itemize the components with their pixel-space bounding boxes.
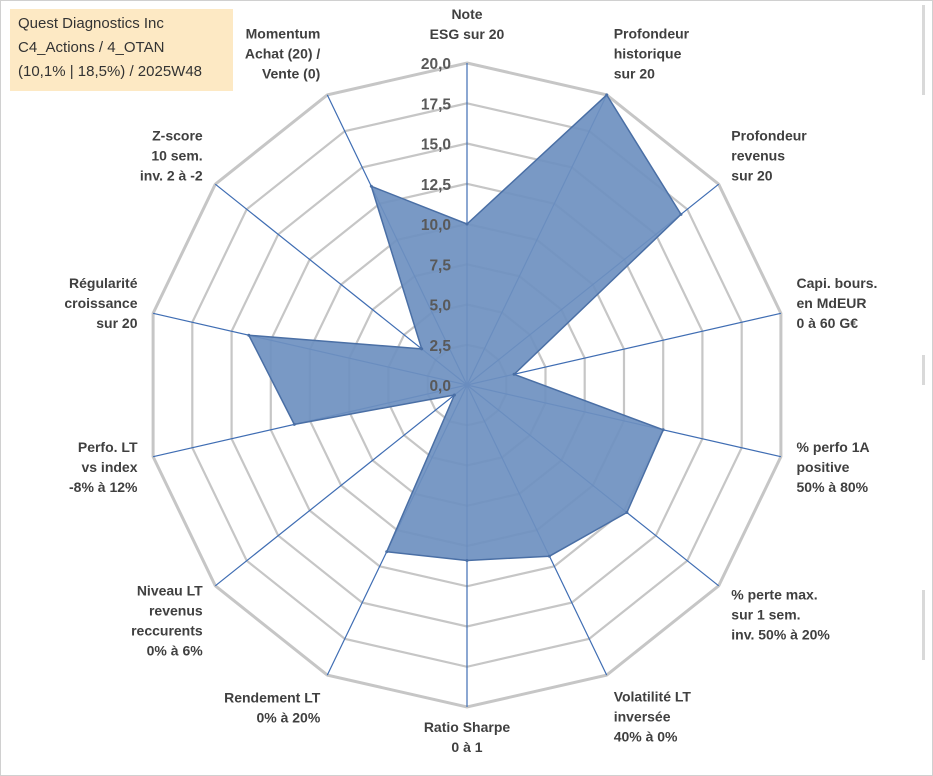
data-point-ratio-sharpe — [465, 559, 469, 562]
axis-label-rendement-lt: Rendement LT 0% à 20% — [224, 690, 321, 726]
data-point-rendement-lt — [385, 550, 389, 554]
axis-label-capi-bours: Capi. bours. en MdEUR 0 à 60 G€ — [797, 275, 878, 331]
data-point-perte-max — [625, 511, 629, 514]
axis-label-line: ESG sur 20 — [430, 26, 505, 42]
axis-label-line: 0 à 1 — [451, 739, 482, 755]
axis-label-line: reccurents — [131, 623, 203, 639]
info-company: Quest Diagnostics Inc — [18, 15, 164, 32]
axis-label-line: % perte max. — [731, 586, 817, 602]
axis-label-line: sur 1 sem. — [731, 606, 800, 622]
axis-label-profondeur-historique: Profondeur historique sur 20 — [614, 25, 690, 81]
scroll-edge-bottom — [922, 590, 925, 660]
axis-label-line: revenus — [731, 148, 785, 164]
data-point-z-score — [420, 347, 424, 351]
axis-label-line: Vente (0) — [262, 65, 320, 81]
scroll-edge-mid — [922, 355, 925, 385]
scroll-edge-top — [922, 5, 925, 95]
spoke-niveau-lt-revenus — [214, 384, 468, 587]
axis-label-volatilite-lt: Volatilité LT inversée 40% à 0% — [614, 689, 692, 745]
data-point-capi-bours — [512, 372, 516, 376]
tick-label-1: 2,5 — [429, 338, 451, 355]
series-layer — [247, 93, 683, 562]
data-point-momentum — [369, 184, 373, 188]
axis-label-line: 50% à 80% — [797, 479, 869, 495]
data-point-volatilite-lt — [547, 554, 551, 558]
axis-label-line: croissance — [64, 295, 137, 311]
axis-label-line: positive — [797, 459, 850, 475]
axis-label-line: historique — [614, 45, 682, 61]
axis-label-line: Perfo. LT — [78, 439, 138, 455]
data-point-perfo-lt-vs-index — [292, 422, 296, 426]
tick-label-0: 0,0 — [429, 378, 451, 395]
axis-label-line: Achat (20) / — [245, 45, 321, 61]
axis-label-line: Rendement LT — [224, 690, 321, 706]
axis-label-regularite-croissance: Régularité croissance sur 20 — [64, 275, 137, 331]
axis-label-line: inversée — [614, 709, 671, 725]
tick-label-8: 20,0 — [421, 56, 451, 73]
axis-label-line: inv. 50% à 20% — [731, 626, 830, 642]
axis-label-line: 10 sem. — [151, 148, 202, 164]
axis-label-line: vs index — [81, 459, 137, 475]
axis-label-ratio-sharpe: Ratio Sharpe 0 à 1 — [424, 719, 511, 755]
data-point-note-esg — [465, 222, 469, 226]
axis-label-line: Profondeur — [614, 25, 690, 41]
data-point-profondeur-historique — [605, 93, 609, 97]
data-point-niveau-lt-revenus — [452, 393, 456, 397]
axis-label-line: Niveau LT — [137, 583, 203, 599]
axis-label-line: Profondeur — [731, 128, 807, 144]
info-box: Quest Diagnostics Inc C4_Actions / 4_OTA… — [10, 9, 233, 91]
axis-label-line: % perfo 1A — [797, 439, 870, 455]
tick-label-2: 5,0 — [429, 298, 451, 315]
axis-label-momentum: Momentum Achat (20) / Vente (0) — [245, 25, 321, 81]
axis-label-profondeur-revenus: Profondeur revenus sur 20 — [731, 128, 807, 184]
axis-label-line: en MdEUR — [797, 295, 867, 311]
axis-label-z-score: Z-score 10 sem. inv. 2 à -2 — [140, 128, 203, 184]
axis-label-perfo-1a-positive: % perfo 1A positive 50% à 80% — [797, 439, 870, 495]
data-point-perfo-1a-positive — [661, 428, 665, 432]
data-point-regularite-croissance — [247, 333, 251, 337]
tick-label-layer: 0,0 2,5 5,0 7,5 10,0 12,5 15,0 17,5 20,0 — [421, 56, 452, 395]
tick-label-4: 10,0 — [421, 217, 451, 234]
axis-label-line: 0 à 60 G€ — [797, 315, 859, 331]
axis-label-line: 40% à 0% — [614, 729, 678, 745]
axis-label-line: revenus — [149, 603, 203, 619]
axis-label-line: Capi. bours. — [797, 275, 878, 291]
info-category: C4_Actions / 4_OTAN — [18, 39, 165, 56]
axis-label-line: Momentum — [246, 25, 321, 41]
axis-label-line: Ratio Sharpe — [424, 719, 511, 735]
axis-label-perfo-lt-vs-index: Perfo. LT vs index -8% à 12% — [69, 439, 138, 495]
axis-label-line: sur 20 — [614, 65, 655, 81]
axis-label-line: -8% à 12% — [69, 479, 138, 495]
axis-label-line: inv. 2 à -2 — [140, 168, 203, 184]
axis-label-line: Volatilité LT — [614, 689, 692, 705]
tick-label-7: 17,5 — [421, 96, 452, 113]
axis-label-line: 0% à 6% — [147, 643, 204, 659]
tick-label-6: 15,0 — [421, 137, 451, 154]
spoke-capi-bours — [466, 312, 782, 386]
tick-label-3: 7,5 — [429, 257, 451, 274]
axis-label-line: sur 20 — [731, 168, 772, 184]
axis-label-line: 0% à 20% — [256, 710, 320, 726]
axis-label-line: Z-score — [152, 128, 203, 144]
series-area — [247, 93, 682, 562]
axis-label-note-esg: Note ESG sur 20 — [430, 6, 505, 42]
axis-label-niveau-lt-revenus: Niveau LT revenus reccurents 0% à 6% — [131, 583, 203, 659]
axis-label-line: Note — [451, 6, 482, 22]
info-period: (10,1% | 18,5%) / 2025W48 — [18, 63, 202, 80]
axis-label-line: Régularité — [69, 275, 138, 291]
axis-label-perte-max: % perte max. sur 1 sem. inv. 50% à 20% — [731, 586, 830, 642]
tick-label-5: 12,5 — [421, 177, 452, 194]
axis-label-line: sur 20 — [96, 315, 137, 331]
axis-label-layer: Note ESG sur 20 Profondeur historique sur 20… — [64, 6, 877, 755]
data-point-profondeur-revenus — [679, 212, 683, 216]
